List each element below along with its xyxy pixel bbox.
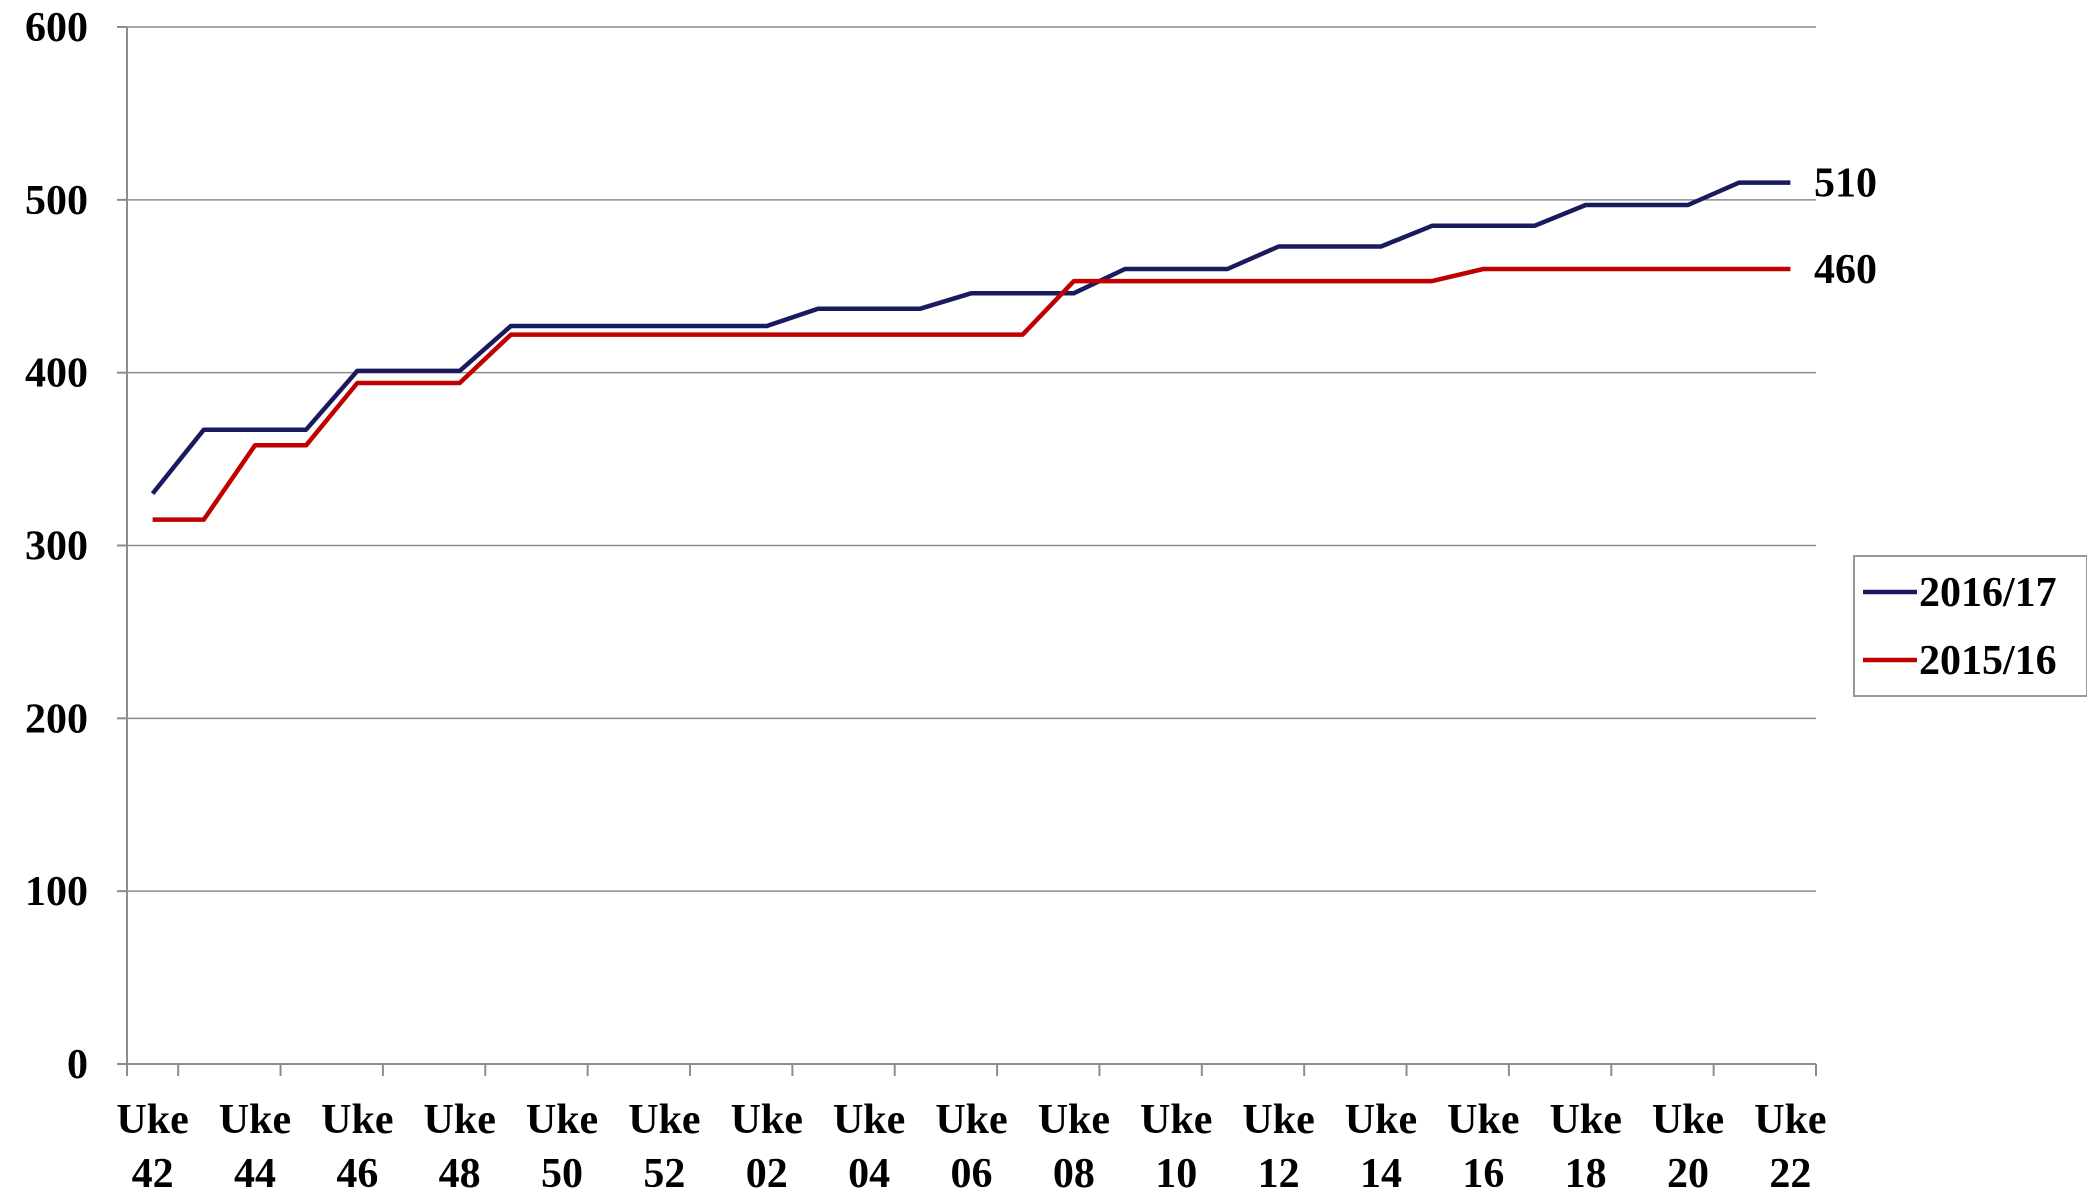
x-tick-label-top: Uke [116,1097,188,1143]
x-tick-label-top: Uke [1447,1097,1519,1143]
series-line-2016-17 [150,180,1791,496]
x-tick-label-top: Uke [1754,1097,1826,1143]
x-tick-label-top: Uke [219,1097,291,1143]
series-end-label: 510 [1814,161,1877,207]
x-tick-label-bottom: 06 [951,1151,993,1197]
x-tick-label-top: Uke [1652,1097,1724,1143]
x-tick-label-bottom: 10 [1155,1151,1197,1197]
y-tick-label: 500 [25,178,88,224]
gridlines [127,26,1816,892]
x-tick-label-top: Uke [1550,1097,1622,1143]
series-lines [150,180,1791,522]
x-axis-ticks: Uke 42 Uke 44 Uke 46 Uke 48 Uke 50 Uke 52 Uke 02 Uke 04… [116,1064,1827,1197]
x-tick-label-bottom: 02 [746,1151,788,1197]
x-tick-label-top: Uke [1038,1097,1110,1143]
x-tick-label-bottom: 52 [643,1151,685,1197]
x-tick-label-bottom: 16 [1462,1151,1504,1197]
legend-box [1853,555,2087,697]
x-tick-label-top: Uke [424,1097,496,1143]
y-tick-label: 600 [25,5,88,51]
x-tick-label-top: Uke [1345,1097,1417,1143]
legend: 2016/17 2015/16 [1853,555,2087,697]
x-tick-label-bottom: 50 [541,1151,583,1197]
x-tick-label-bottom: 12 [1258,1151,1300,1197]
x-tick-label-top: Uke [526,1097,598,1143]
y-tick-label: 100 [25,869,88,915]
legend-label: 2016/17 [1919,570,2057,616]
x-tick-label-top: Uke [1242,1097,1314,1143]
y-tick-label: 400 [25,351,88,397]
x-tick-label-bottom: 08 [1053,1151,1095,1197]
x-tick-label-top: Uke [731,1097,803,1143]
series-end-labels: 510 460 [1814,161,1877,293]
x-tick-label-bottom: 20 [1667,1151,1709,1197]
y-axis-ticks: 0 100 200 300 400 500 600 [25,5,127,1088]
x-tick-label-bottom: 22 [1769,1151,1811,1197]
series-line-2015-16 [152,266,1791,522]
x-tick-label-bottom: 46 [336,1151,378,1197]
x-tick-label-bottom: 48 [439,1151,481,1197]
y-tick-label: 0 [67,1042,88,1088]
x-tick-label-bottom: 14 [1360,1151,1402,1197]
x-tick-label-top: Uke [321,1097,393,1143]
legend-label: 2015/16 [1919,638,2057,684]
x-tick-label-bottom: 44 [234,1151,276,1197]
y-tick-label: 200 [25,696,88,742]
x-tick-label-bottom: 42 [132,1151,174,1197]
x-tick-label-top: Uke [935,1097,1007,1143]
x-tick-label-bottom: 04 [848,1151,890,1197]
x-tick-label-top: Uke [628,1097,700,1143]
x-tick-label-top: Uke [833,1097,905,1143]
x-tick-label-top: Uke [1140,1097,1212,1143]
x-tick-label-bottom: 18 [1565,1151,1607,1197]
y-tick-label: 300 [25,524,88,570]
series-end-label: 460 [1814,247,1877,293]
